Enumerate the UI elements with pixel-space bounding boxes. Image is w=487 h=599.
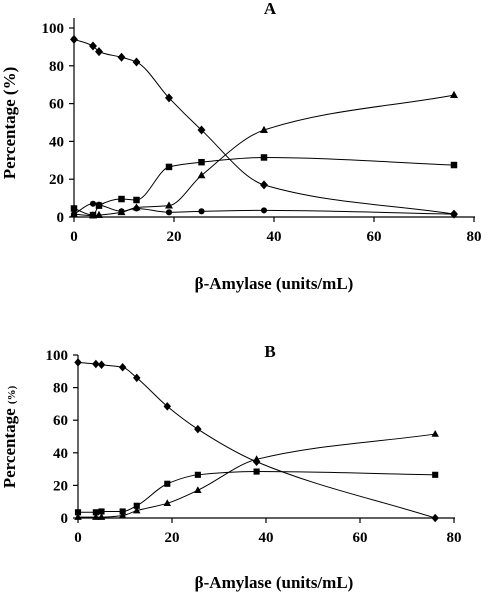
data-point-square-a (70, 205, 78, 212)
data-point-circle-a (70, 211, 78, 218)
data-point-circle-a (198, 208, 205, 215)
y-tick-label-a: 20 (49, 172, 64, 188)
data-point-diamond-b (194, 424, 202, 434)
y-tick-label-b: 40 (53, 446, 68, 462)
data-point-diamond-a (117, 52, 126, 62)
data-point-circle-a (165, 209, 173, 216)
data-point-diamond-a (89, 41, 97, 51)
x-tick-label-b: 80 (447, 530, 462, 546)
series-group-b (74, 358, 439, 523)
x-axis-title-a: β-Amylase (units/mL) (195, 274, 354, 293)
data-point-diamond-b (74, 358, 82, 367)
y-axis-title-unit-b: (%) (6, 385, 18, 404)
data-point-circle-a (133, 205, 140, 212)
data-point-square-a (198, 158, 205, 166)
data-point-diamond-a (95, 47, 103, 57)
data-point-triangle-b (194, 486, 202, 494)
y-tick-label-a: 80 (49, 59, 64, 75)
y-tick-label-b: 60 (53, 413, 68, 429)
data-point-square-a (260, 154, 268, 161)
panel-label-b: B (264, 342, 275, 361)
data-point-circle-a (260, 207, 268, 214)
data-point-square-b (92, 509, 99, 516)
x-tick-label-b: 20 (165, 530, 180, 546)
chart-panel-a: A Percentage (%) β-Amylase (units/mL) 0 2… (0, 0, 482, 293)
data-point-square-b (432, 471, 439, 478)
data-point-triangle-b (252, 455, 261, 463)
data-point-square-a (450, 161, 458, 169)
data-point-diamond-b (431, 513, 439, 523)
y-axis-title-main-a: Percentage (0, 99, 19, 179)
x-tick-label-a: 0 (70, 229, 78, 245)
series-group-a (70, 34, 458, 219)
data-point-triangle-b (133, 506, 141, 514)
data-point-triangle-a (450, 90, 458, 98)
data-point-square-b (133, 502, 140, 509)
data-point-diamond-a (197, 125, 206, 135)
data-point-diamond-a (165, 93, 173, 103)
series-line-triangle-a (73, 94, 455, 216)
panel-label-a: A (264, 0, 277, 18)
x-tick-label-a: 80 (467, 229, 482, 245)
data-point-diamond-a (132, 57, 141, 67)
data-point-square-b (194, 471, 201, 478)
data-point-square-a (118, 195, 125, 203)
y-tick-label-b: 20 (53, 478, 68, 494)
axis-ticks-b: 0 20 40 60 80 0 20 40 60 80 100 (46, 348, 462, 546)
chart-panel-b: B Percentage (%) β-Amylase (units/mL) 0 2… (0, 342, 462, 592)
series-line-diamond-a (73, 38, 455, 215)
data-point-triangle-b (97, 513, 106, 520)
y-tick-label-a: 60 (49, 97, 64, 113)
y-tick-label-b: 0 (61, 511, 69, 527)
data-point-square-b (253, 468, 260, 475)
x-tick-label-a: 20 (167, 229, 182, 245)
y-axis-title-b: Percentage (%) (0, 385, 19, 488)
data-point-square-b (164, 480, 171, 487)
data-point-triangle-b (118, 511, 127, 519)
data-point-circle-a (89, 200, 97, 207)
data-point-diamond-b (133, 373, 141, 383)
data-point-diamond-b (92, 359, 100, 369)
data-point-triangle-a (89, 211, 97, 219)
data-point-circle-a (450, 211, 458, 218)
y-tick-label-b: 100 (46, 348, 69, 364)
data-point-square-a (165, 163, 173, 171)
data-point-diamond-b (97, 360, 106, 370)
data-point-diamond-a (70, 34, 78, 44)
data-point-triangle-b (163, 499, 172, 507)
data-point-diamond-b (118, 362, 127, 372)
y-tick-label-a: 40 (49, 134, 64, 150)
data-point-triangle-a (260, 125, 268, 133)
series-line-square-b (78, 471, 436, 513)
data-point-diamond-b (163, 402, 172, 411)
x-tick-label-a: 60 (367, 229, 382, 245)
x-tick-label-b: 0 (74, 530, 82, 546)
data-point-diamond-a (260, 180, 268, 190)
y-tick-label-a: 100 (42, 21, 65, 37)
data-point-triangle-a (197, 171, 206, 179)
y-axis-title-unit-a: (%) (0, 67, 19, 95)
y-axis-title-a: Percentage (%) (0, 67, 19, 180)
axis-ticks-a: 0 20 40 60 80 0 20 40 60 80 100 (42, 21, 482, 245)
data-point-square-a (133, 196, 140, 204)
y-tick-label-a: 0 (57, 210, 65, 226)
y-tick-label-b: 80 (53, 381, 68, 397)
x-axis-title-b: β-Amylase (units/mL) (195, 573, 354, 592)
data-point-square-b (74, 509, 82, 516)
data-point-triangle-a (165, 201, 173, 209)
x-tick-label-a: 40 (267, 229, 282, 245)
data-point-square-b (98, 508, 105, 515)
data-point-circle-a (118, 208, 125, 215)
data-point-triangle-b (74, 513, 82, 520)
data-point-triangle-a (95, 210, 103, 218)
y-axis-title-main-b: Percentage (0, 408, 19, 488)
data-point-circle-a (95, 201, 103, 208)
series-line-triangle-b (78, 433, 436, 518)
data-point-triangle-b (431, 429, 439, 437)
x-tick-label-b: 40 (259, 530, 274, 546)
data-point-triangle-b (92, 513, 100, 520)
x-tick-label-b: 60 (353, 530, 368, 546)
